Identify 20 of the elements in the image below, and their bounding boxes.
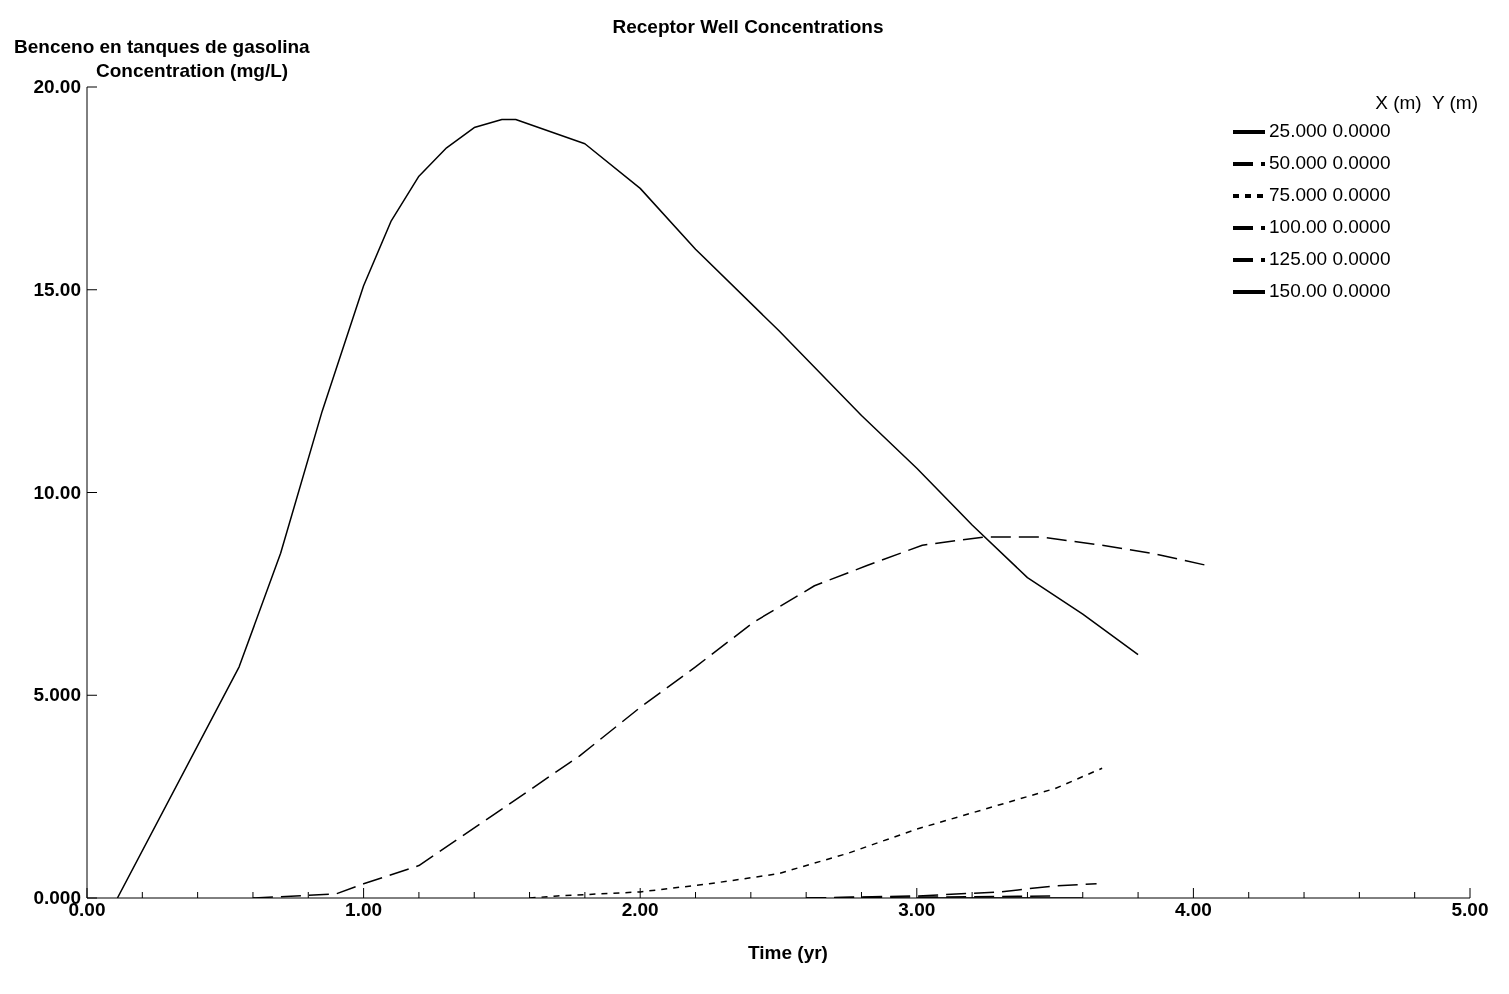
legend-label: 150.00 0.0000 xyxy=(1269,280,1391,302)
y-tick-label: 5.000 xyxy=(33,684,81,706)
x-tick-label: 3.00 xyxy=(898,899,936,920)
y-tick-label: 15.00 xyxy=(33,278,81,300)
y-tick-label: 10.00 xyxy=(33,481,81,503)
legend-label: 50.000 0.0000 xyxy=(1269,152,1391,174)
x-tick-label: 2.00 xyxy=(621,899,659,920)
y-tick-label: 20.00 xyxy=(33,76,81,97)
legend-label: 125.00 0.0000 xyxy=(1269,248,1391,270)
x-tick-label: 5.00 xyxy=(1451,899,1489,920)
x-tick-label: 4.00 xyxy=(1174,899,1212,920)
legend-label: 100.00 0.0000 xyxy=(1269,216,1391,238)
chart-subtitle: Benceno en tanques de gasolina xyxy=(14,36,310,58)
y-axis-title: Concentration (mg/L) xyxy=(96,60,289,82)
x-axis-title: Time (yr) xyxy=(747,942,829,964)
chart-title: Receptor Well Concentrations xyxy=(612,16,884,37)
legend-label: 75.000 0.0000 xyxy=(1269,184,1391,206)
legend-title: X (m) Y (m) xyxy=(1375,92,1478,114)
x-tick-label: 1.00 xyxy=(345,899,383,920)
legend-label: 25.000 0.0000 xyxy=(1269,120,1391,142)
